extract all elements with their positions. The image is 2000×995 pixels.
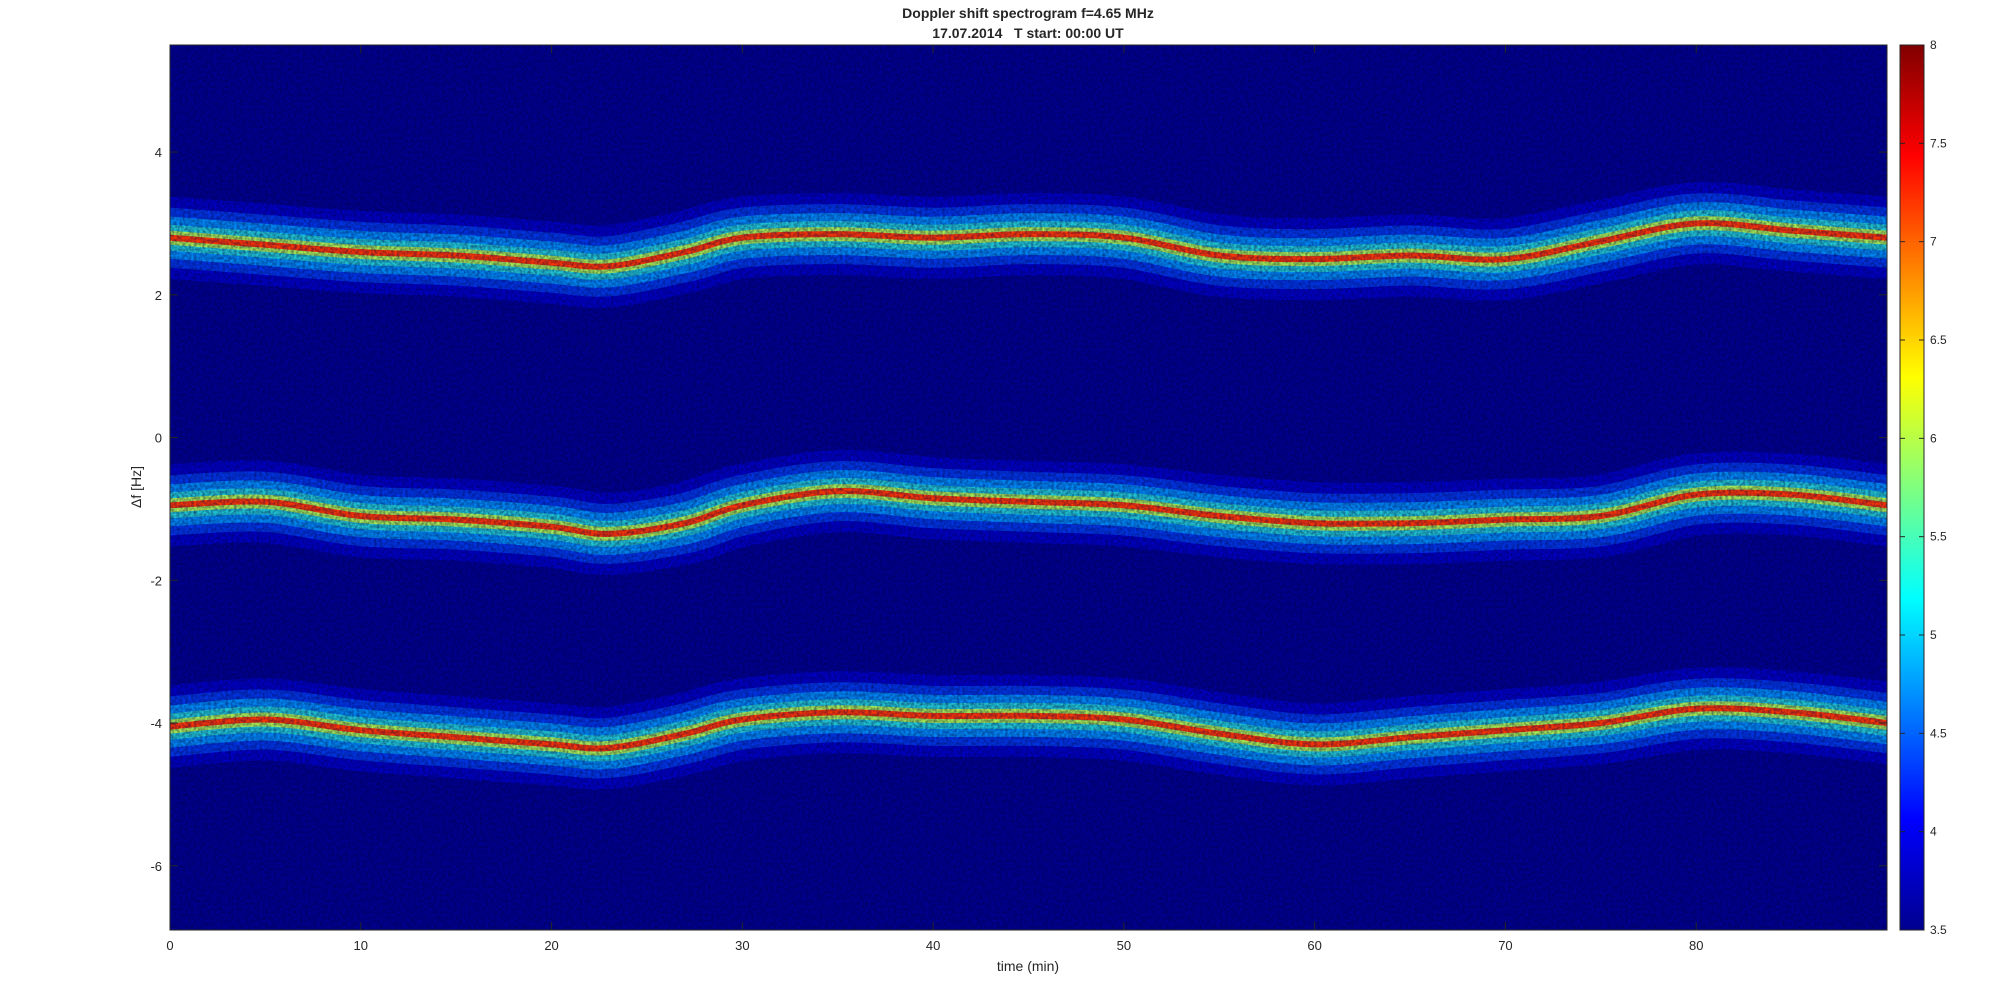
y-tick-label: 2: [155, 288, 162, 303]
y-tick-label: 4: [155, 145, 162, 160]
colorbar-tick-label: 6.5: [1930, 333, 1947, 347]
y-axis-label: Δf [Hz]: [128, 466, 144, 508]
x-tick-label: 50: [1117, 938, 1131, 953]
colorbar-tick-label: 8: [1930, 38, 1937, 52]
colorbar-axis: 3.5 4 4.5 5 5.5 6 6.5 7 7.5 8: [1900, 38, 1947, 937]
y-tick-label: -6: [150, 859, 162, 874]
colorbar-tick-label: 4: [1930, 825, 1937, 839]
speckle-overlay: [170, 45, 1887, 930]
x-axis-label: time (min): [997, 958, 1059, 974]
colorbar-tick-label: 5.5: [1930, 530, 1947, 544]
colorbar-tick-label: 7: [1930, 235, 1937, 249]
chart-title: Doppler shift spectrogram f=4.65 MHz: [902, 5, 1154, 21]
x-tick-label: 20: [544, 938, 558, 953]
x-tick-label: 40: [926, 938, 940, 953]
x-tick-label: 10: [354, 938, 368, 953]
colorbar-tick-label: 4.5: [1930, 726, 1947, 740]
colorbar-tick-label: 5: [1930, 628, 1937, 642]
colorbar-tick-label: 3.5: [1930, 923, 1947, 937]
colorbar: [1899, 44, 1925, 931]
chart-subtitle: 17.07.2014 T start: 00:00 UT: [932, 25, 1124, 41]
y-tick-label: -4: [150, 716, 162, 731]
x-tick-label: 60: [1307, 938, 1321, 953]
x-tick-label: 70: [1498, 938, 1512, 953]
x-tick-label: 80: [1689, 938, 1703, 953]
x-tick-label: 30: [735, 938, 749, 953]
x-tick-label: 0: [166, 938, 173, 953]
y-tick-label: 0: [155, 431, 162, 446]
y-tick-label: -2: [150, 573, 162, 588]
y-axis: -6 -4 -2 0 2 4: [150, 145, 1887, 874]
plot-frame: [169, 44, 1888, 931]
colorbar-tick-label: 7.5: [1930, 136, 1947, 150]
x-axis: 0 10 20 30 40 50 60 70 80: [166, 45, 1703, 953]
colorbar-tick-label: 6: [1930, 431, 1937, 445]
